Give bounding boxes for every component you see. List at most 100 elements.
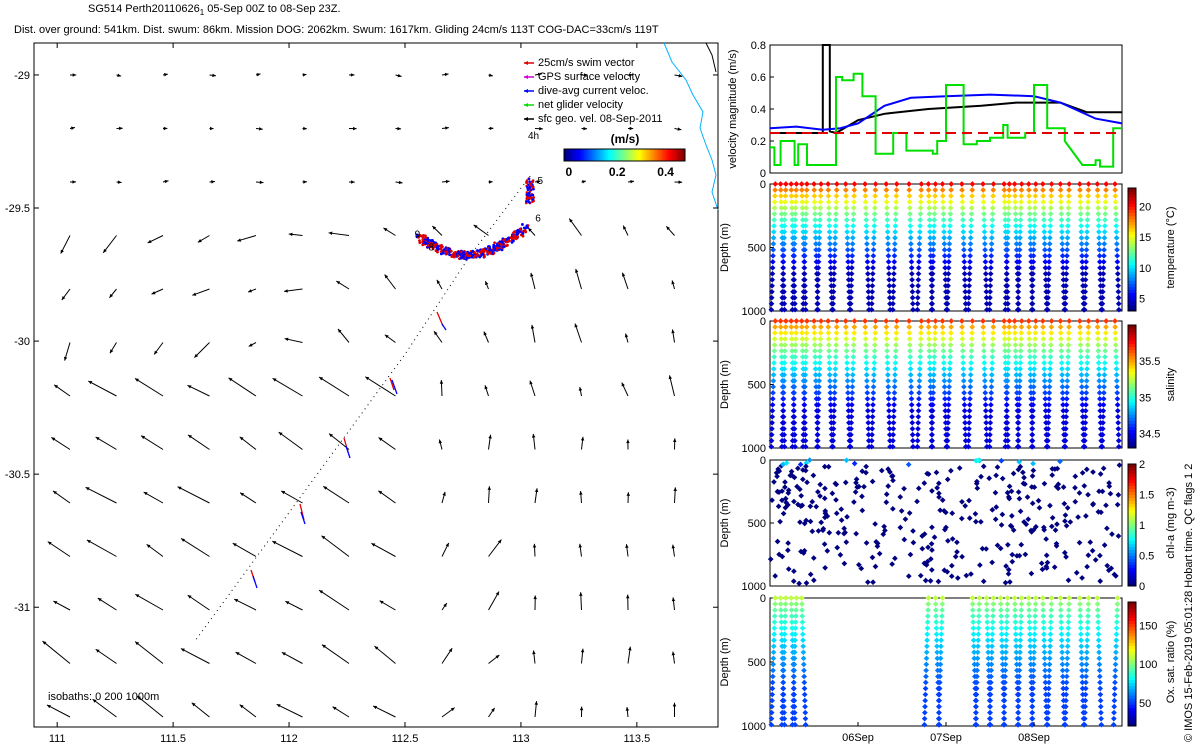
section-colorbar-cell (1128, 540, 1136, 544)
section-sample-point (1096, 378, 1103, 384)
section-sample-point (909, 294, 916, 301)
section-sample-point (1042, 270, 1049, 277)
glider-vector-point (484, 247, 488, 251)
section-sample-point (931, 534, 938, 541)
section-sample-point (803, 193, 810, 199)
section-sample-point (890, 419, 897, 426)
section-sample-point (999, 475, 1006, 482)
section-sample-point (985, 655, 992, 662)
glider-vector-point (465, 256, 469, 260)
section-sample-point (1027, 649, 1034, 656)
glider-vector-point (527, 191, 531, 195)
section-sample-point (774, 473, 780, 480)
section-sample-point (803, 463, 809, 470)
section-sample-point (1084, 342, 1091, 348)
section-colorbar-cell (1128, 352, 1136, 357)
section-sample-point (871, 229, 877, 235)
section-sample-point (791, 655, 798, 662)
section-ytick-label: 0 (760, 179, 766, 191)
section-sample-point (862, 193, 869, 199)
section-colorbar-cell (1128, 432, 1136, 437)
section-sample-point (1041, 643, 1048, 650)
section-sample-point (932, 336, 938, 342)
section-sample-point (869, 288, 876, 295)
section-sample-point (1114, 253, 1121, 259)
section-sample-point (831, 247, 838, 253)
section-sample-point (901, 536, 908, 543)
velocity-arrow (135, 593, 164, 611)
section-sample-point (947, 211, 954, 217)
waypoint-label: 6 (535, 213, 541, 224)
section-sample-point (965, 294, 972, 301)
section-sample-point (1102, 348, 1109, 354)
section-sample-point (890, 437, 896, 444)
colorbar-title: (m/s) (611, 132, 640, 146)
section-sample-point (948, 467, 954, 474)
velocity-arrowhead (536, 180, 541, 184)
section-sample-point (782, 619, 788, 625)
section-colorbar-cell (1128, 555, 1136, 560)
section-sample-point (886, 407, 892, 414)
section-sample-point (1106, 483, 1113, 490)
section-sample-point (826, 217, 833, 223)
section-sample-point (1058, 613, 1064, 619)
section-sample-point (1017, 463, 1024, 470)
section-sample-point (998, 457, 1005, 464)
section-sample-point (1031, 649, 1037, 656)
section-sample-point (1030, 384, 1037, 390)
section-sample-point (768, 294, 775, 301)
section-colorbar-cell (1128, 582, 1136, 587)
colorbar-cell (662, 149, 666, 161)
section-sample-point (1099, 300, 1106, 307)
section-colorbar-cell (1128, 525, 1136, 529)
section-sample-point (1081, 483, 1088, 489)
section-sample-point (1083, 655, 1090, 662)
section-sample-point (939, 607, 945, 613)
section-sample-point (983, 276, 989, 283)
section-sample-point (1032, 613, 1039, 619)
section-sample-point (929, 431, 935, 438)
section-sample-point (1061, 500, 1068, 507)
section-sample-point (800, 467, 806, 473)
section-sample-point (1084, 637, 1091, 644)
section-sample-point (909, 282, 916, 289)
section-sample-point (811, 205, 818, 211)
waypoint-label: 8 (429, 243, 435, 254)
section-sample-point (1041, 649, 1048, 656)
section-sample-point (1112, 205, 1119, 211)
section-sample-point (1065, 217, 1071, 223)
section-sample-point (815, 253, 822, 259)
section-sample-point (864, 378, 870, 384)
section-sample-point (777, 181, 784, 187)
section-sample-point (897, 494, 904, 500)
section-sample-point (1076, 318, 1083, 324)
section-sample-point (929, 425, 935, 432)
section-sample-point (990, 330, 996, 336)
section-sample-point (1039, 181, 1046, 187)
section-sample-point (1096, 372, 1102, 378)
section-sample-point (923, 562, 930, 568)
section-sample-point (1097, 264, 1103, 271)
section-sample-point (954, 575, 961, 581)
section-sample-point (1041, 241, 1048, 247)
section-sample-point (826, 342, 832, 348)
section-colorbar-cell (1128, 679, 1136, 684)
section-sample-point (1027, 366, 1034, 372)
section-sample-point (1066, 318, 1073, 324)
section-sample-point (1049, 472, 1056, 478)
section-sample-point (1084, 229, 1090, 235)
section-sample-point (988, 390, 995, 396)
section-sample-point (843, 187, 849, 193)
section-sample-point (826, 366, 833, 372)
section-sample-point (780, 264, 787, 271)
section-sample-point (921, 480, 928, 486)
section-sample-point (1095, 223, 1102, 229)
section-sample-point (982, 264, 989, 271)
section-sample-point (1029, 715, 1035, 722)
section-sample-point (959, 342, 966, 348)
glider-vector-point (473, 251, 476, 255)
section-sample-point (917, 229, 923, 235)
section-sample-point (966, 264, 973, 271)
section-sample-point (1027, 223, 1033, 229)
section-sample-point (1016, 253, 1023, 259)
